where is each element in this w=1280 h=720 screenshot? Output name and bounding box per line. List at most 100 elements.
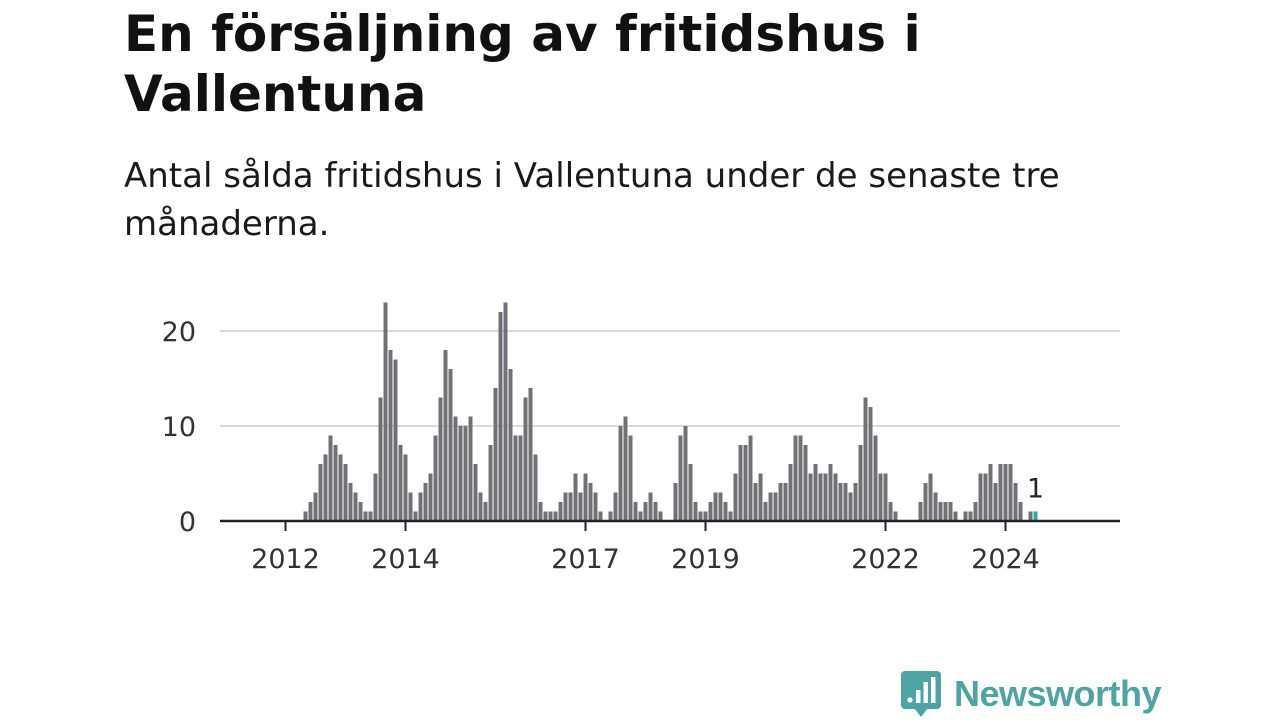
bar	[863, 397, 868, 521]
bar	[848, 492, 853, 521]
bar	[893, 511, 898, 521]
bar	[968, 511, 973, 521]
bar	[383, 302, 388, 521]
x-tick-label: 2014	[371, 544, 440, 575]
bar	[678, 435, 683, 521]
bar-chart-bubble-icon	[901, 671, 941, 717]
bar	[353, 492, 358, 521]
bar	[588, 483, 593, 521]
bar-chart: 0 10 20 2012 2014 2017 2019 2022 2024 1	[162, 302, 1120, 575]
x-tick-label: 2012	[251, 544, 320, 575]
bar	[448, 369, 453, 521]
bar	[468, 416, 473, 521]
bar	[368, 511, 373, 521]
bar	[688, 464, 693, 521]
bar	[758, 473, 763, 521]
bar	[1018, 502, 1023, 521]
bar	[393, 359, 398, 521]
bar	[803, 445, 808, 521]
bar	[1003, 464, 1008, 521]
bar	[973, 502, 978, 521]
bar	[923, 483, 928, 521]
bar	[693, 502, 698, 521]
bar	[623, 416, 628, 521]
chart-subtitle: Antal sålda fritidshus i Vallentuna unde…	[124, 156, 1060, 244]
bar	[538, 502, 543, 521]
x-tick-label: 2019	[671, 544, 740, 575]
bar	[488, 445, 493, 521]
bar	[568, 492, 573, 521]
bar	[578, 492, 583, 521]
bar	[573, 473, 578, 521]
bar	[843, 483, 848, 521]
bar	[723, 502, 728, 521]
bar	[328, 435, 333, 521]
bar	[403, 454, 408, 521]
bar	[518, 435, 523, 521]
bar	[308, 502, 313, 521]
bar	[543, 511, 548, 521]
bar	[388, 350, 393, 521]
bar	[318, 464, 323, 521]
bar	[793, 435, 798, 521]
bar	[993, 483, 998, 521]
chart-title: En försäljning av fritidshus i Vallentun…	[124, 5, 921, 123]
bar	[928, 473, 933, 521]
y-tick-label: 10	[162, 412, 196, 443]
bar	[598, 511, 603, 521]
bar	[868, 407, 873, 521]
bar	[963, 511, 968, 521]
bar	[778, 483, 783, 521]
bar	[473, 464, 478, 521]
bar	[713, 492, 718, 521]
bar	[883, 473, 888, 521]
bar	[423, 483, 428, 521]
bar	[1028, 511, 1033, 521]
y-tick-label: 20	[162, 317, 196, 348]
bar	[853, 483, 858, 521]
bar	[528, 388, 533, 521]
bar	[743, 445, 748, 521]
bar	[653, 502, 658, 521]
bar	[458, 426, 463, 521]
bar	[618, 426, 623, 521]
bar	[878, 473, 883, 521]
bar	[988, 464, 993, 521]
bar	[553, 511, 558, 521]
bar	[983, 473, 988, 521]
bar	[398, 445, 403, 521]
bar	[673, 483, 678, 521]
bar	[593, 492, 598, 521]
highlight-data-label: 1	[1027, 474, 1044, 505]
bar	[348, 483, 353, 521]
y-tick-label: 0	[179, 507, 196, 538]
bar	[918, 502, 923, 521]
bar	[938, 502, 943, 521]
bar	[408, 492, 413, 521]
x-tick-label: 2017	[551, 544, 620, 575]
bar	[643, 502, 648, 521]
x-tick-label: 2022	[851, 544, 920, 575]
bar	[638, 511, 643, 521]
newsworthy-logo: Newsworthy	[900, 670, 1162, 718]
bar	[873, 435, 878, 521]
bar	[888, 502, 893, 521]
bar	[563, 492, 568, 521]
bar	[823, 473, 828, 521]
bar	[333, 445, 338, 521]
bar	[503, 302, 508, 521]
bar	[443, 350, 448, 521]
bar	[783, 483, 788, 521]
bar	[798, 435, 803, 521]
bars	[303, 302, 1038, 521]
bar	[523, 397, 528, 521]
bar	[418, 492, 423, 521]
bar	[493, 388, 498, 521]
bar	[978, 473, 983, 521]
bar	[763, 502, 768, 521]
bar	[558, 502, 563, 521]
bar	[748, 435, 753, 521]
bar	[813, 464, 818, 521]
bar	[808, 473, 813, 521]
bar	[708, 502, 713, 521]
